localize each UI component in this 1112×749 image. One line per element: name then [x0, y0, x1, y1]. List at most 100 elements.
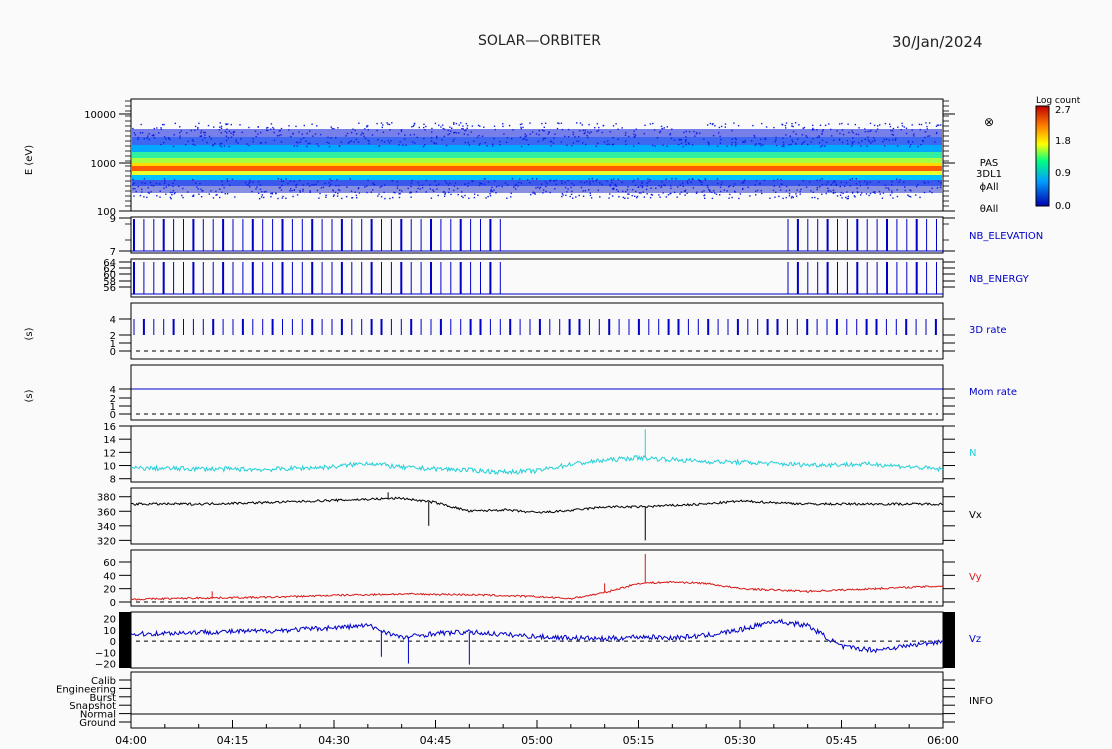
spectrogram-count-dot: [525, 135, 528, 137]
spectrogram-count-dot: [752, 124, 754, 127]
spectrogram-count-dot: [939, 186, 942, 189]
spectrogram-count-dot: [572, 197, 574, 199]
panel-name-label: 3D rate: [969, 325, 1007, 336]
spectrogram-count-dot: [805, 186, 808, 188]
spectrogram-count-dot: [534, 192, 536, 194]
spectrogram-count-dot: [896, 145, 899, 147]
spectrogram-count-dot: [377, 195, 379, 197]
spectrogram-count-dot: [646, 193, 648, 195]
spectrogram-count-dot: [919, 196, 921, 199]
spectrogram-count-dot: [835, 184, 838, 186]
spectrogram-count-dot: [572, 131, 574, 134]
spectrogram-count-dot: [743, 179, 746, 181]
spectrogram-count-dot: [642, 191, 644, 193]
spectrogram-count-dot: [493, 189, 495, 191]
spectrogram-count-dot: [585, 143, 587, 146]
spectrogram-count-dot: [573, 184, 575, 187]
spectrogram-count-dot: [200, 135, 203, 137]
spectrogram-count-dot: [810, 141, 812, 143]
spectrogram-count-dot: [542, 192, 544, 194]
spectrogram-count-dot: [679, 184, 681, 186]
spectrogram-count-dot: [913, 135, 915, 137]
spectrogram-count-dot: [758, 143, 760, 145]
spectrogram-count-dot: [884, 145, 886, 147]
spectrogram-count-dot: [734, 183, 736, 185]
spectrogram-count-dot: [164, 180, 166, 182]
spectrogram-count-dot: [513, 186, 515, 188]
spectrogram-count-dot: [584, 132, 586, 134]
spectrogram-count-dot: [172, 145, 175, 148]
y-tick-label: 64: [103, 258, 116, 269]
spectrogram-count-dot: [345, 196, 348, 198]
spectrogram-count-dot: [460, 122, 462, 124]
spectrogram-count-dot: [449, 126, 451, 128]
y-tick-label: 20: [103, 615, 116, 626]
spectrogram-label: 3DL1: [976, 169, 1002, 180]
spectrogram-count-dot: [631, 189, 634, 191]
chart-title: SOLAR—ORBITER: [478, 33, 601, 49]
spectrogram-count-dot: [277, 178, 279, 180]
spectrogram-count-dot: [603, 141, 606, 143]
spectrogram-count-dot: [903, 126, 905, 128]
spectrogram-count-dot: [597, 142, 599, 145]
spectrogram-count-dot: [641, 182, 643, 185]
y-tick-label: 0: [110, 410, 116, 421]
spectrogram-band: [132, 152, 942, 158]
spectrogram-count-dot: [590, 197, 593, 199]
spectrogram-count-dot: [764, 138, 767, 140]
spectrogram-count-dot: [461, 128, 463, 130]
spectrogram-count-dot: [384, 184, 386, 186]
spectrogram-count-dot: [874, 140, 876, 142]
spectrogram-count-dot: [225, 135, 228, 137]
spectrogram-count-dot: [462, 128, 464, 130]
spectrogram-count-dot: [367, 139, 369, 141]
spectrogram-count-dot: [708, 142, 710, 145]
spectrogram-count-dot: [191, 139, 194, 141]
spectrogram-count-dot: [684, 141, 687, 143]
spectrogram-count-dot: [493, 137, 495, 140]
spectrogram-count-dot: [220, 127, 223, 129]
spectrogram-count-dot: [654, 145, 656, 147]
spectrogram-count-dot: [569, 195, 571, 198]
spectrogram-label: θAll: [980, 204, 999, 215]
spectrogram-count-dot: [792, 125, 794, 128]
spectrogram-count-dot: [632, 181, 634, 183]
spectrogram-count-dot: [852, 137, 854, 139]
spectrogram-count-dot: [486, 145, 488, 147]
y-tick-label: 40: [103, 571, 116, 582]
spectrogram-count-dot: [875, 130, 877, 133]
spectrogram-count-dot: [255, 135, 257, 138]
spectrogram-count-dot: [539, 186, 542, 188]
spectrogram-count-dot: [467, 182, 470, 184]
spectrogram-count-dot: [219, 142, 222, 145]
spectrogram-count-dot: [838, 139, 841, 141]
spectrogram-count-dot: [553, 137, 555, 139]
spectrogram-count-dot: [299, 191, 301, 193]
spectrogram-count-dot: [259, 188, 262, 190]
spectrogram-count-dot: [441, 139, 443, 141]
spectrogram-count-dot: [917, 145, 919, 148]
y-tick-label: 340: [97, 522, 116, 533]
spectrogram-count-dot: [801, 134, 804, 136]
spectrogram-count-dot: [611, 181, 613, 184]
spectrogram-count-dot: [778, 195, 780, 198]
spectrogram-count-dot: [430, 140, 433, 142]
spectrogram-count-dot: [194, 129, 196, 131]
spectrogram-count-dot: [847, 195, 849, 198]
y-tick-label: 10: [103, 626, 116, 637]
spectrogram-count-dot: [543, 189, 545, 191]
spectrogram-count-dot: [550, 140, 553, 143]
spectrogram-count-dot: [726, 190, 728, 192]
spectrogram-count-dot: [853, 195, 856, 197]
spectrogram-count-dot: [527, 179, 529, 181]
spectrogram-count-dot: [388, 142, 391, 144]
spectrogram-count-dot: [610, 179, 613, 181]
spectrogram-count-dot: [543, 130, 545, 132]
spectrogram-count-dot: [219, 188, 221, 190]
spectrogram-count-dot: [443, 195, 446, 197]
spectrogram-count-dot: [590, 131, 592, 133]
panel-frame: [130, 364, 944, 421]
mom-rate-ylabel: (s): [24, 389, 35, 402]
spectrogram-count-dot: [508, 124, 511, 127]
spectrogram-count-dot: [204, 131, 206, 134]
